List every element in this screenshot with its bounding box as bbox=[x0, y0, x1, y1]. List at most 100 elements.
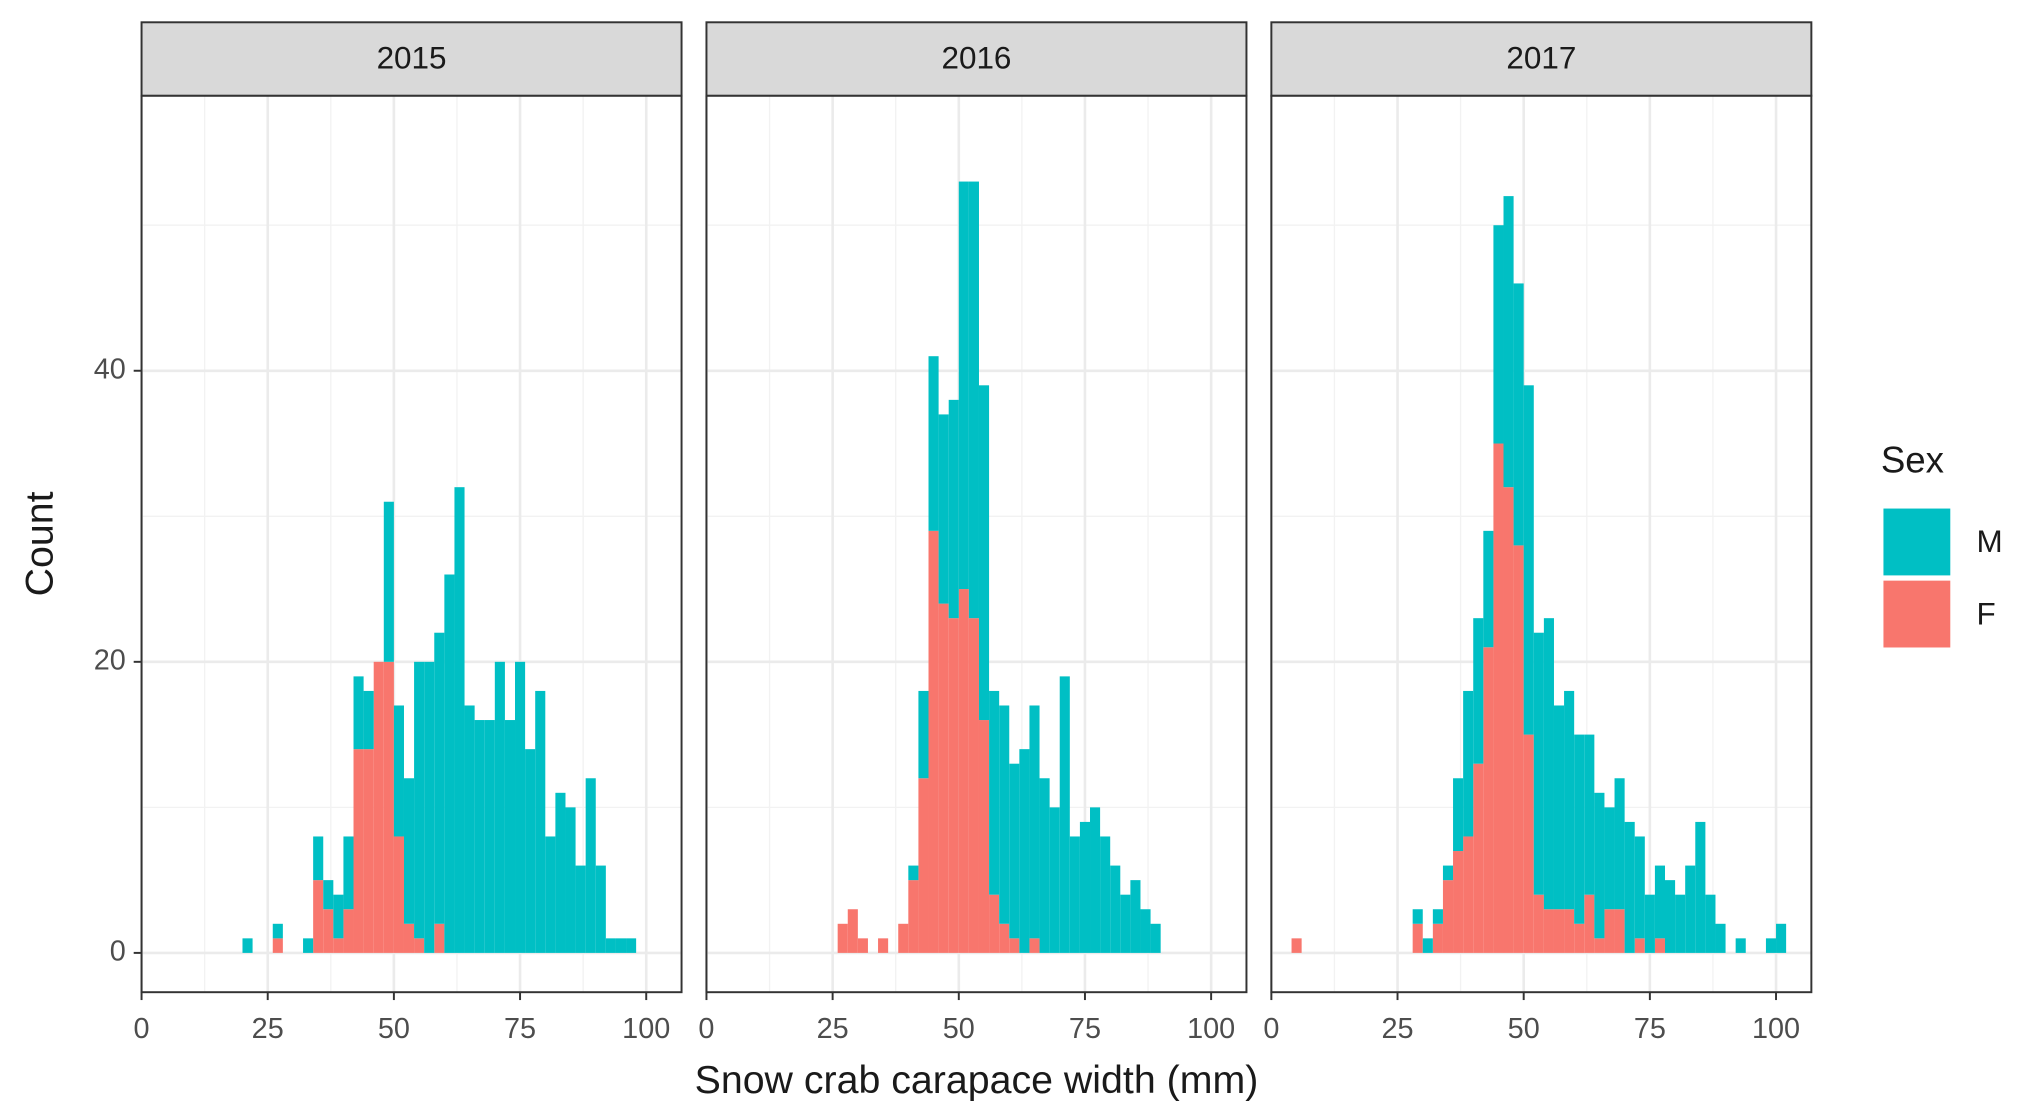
bar bbox=[989, 690, 1000, 895]
bar bbox=[1634, 938, 1645, 953]
bar bbox=[948, 618, 959, 953]
bar bbox=[978, 720, 990, 953]
bar bbox=[1624, 821, 1635, 953]
bar bbox=[403, 778, 415, 924]
bar bbox=[424, 661, 435, 953]
bar bbox=[373, 661, 384, 953]
x-tick-label: 25 bbox=[1381, 1013, 1413, 1045]
bar bbox=[1685, 865, 1696, 953]
bar bbox=[575, 865, 586, 953]
bar bbox=[1503, 196, 1514, 488]
bar bbox=[928, 356, 939, 531]
bar bbox=[1079, 821, 1091, 953]
bar bbox=[1574, 734, 1585, 924]
y-tick-label: 20 bbox=[94, 644, 126, 676]
bar bbox=[1029, 938, 1040, 953]
bar bbox=[1533, 632, 1544, 895]
bar bbox=[303, 938, 314, 953]
bar bbox=[272, 923, 283, 939]
bar bbox=[1614, 778, 1625, 910]
bar bbox=[1665, 880, 1676, 953]
bar bbox=[454, 487, 465, 953]
bar bbox=[1069, 836, 1080, 953]
bar bbox=[484, 720, 495, 953]
bar bbox=[948, 399, 959, 619]
bar bbox=[989, 894, 1000, 953]
bar bbox=[978, 385, 990, 721]
bar bbox=[1039, 778, 1050, 953]
bar bbox=[1523, 385, 1534, 735]
bar bbox=[504, 720, 516, 953]
bar bbox=[1675, 894, 1686, 953]
strip bbox=[1270, 21, 1813, 97]
bar bbox=[1493, 443, 1504, 953]
bar bbox=[383, 661, 394, 953]
bar bbox=[1059, 676, 1070, 953]
legend-label: M bbox=[1977, 524, 2003, 559]
bar bbox=[1564, 690, 1575, 910]
bar bbox=[1483, 530, 1494, 648]
bar bbox=[1705, 894, 1716, 953]
bar bbox=[1584, 894, 1595, 953]
legend-key bbox=[1883, 508, 1951, 576]
x-tick-label: 50 bbox=[943, 1013, 975, 1045]
bar bbox=[1029, 705, 1040, 939]
bar bbox=[1120, 894, 1131, 953]
x-tick-label: 25 bbox=[817, 1013, 849, 1045]
bar bbox=[1473, 618, 1484, 764]
x-tick-label: 75 bbox=[1634, 1013, 1666, 1045]
bar bbox=[333, 938, 344, 953]
bar bbox=[1513, 283, 1524, 546]
bar bbox=[515, 661, 526, 953]
bar bbox=[878, 938, 889, 953]
x-tick-label: 100 bbox=[1752, 1013, 1800, 1045]
y-tick-label: 40 bbox=[94, 353, 126, 385]
x-tick-label: 75 bbox=[504, 1013, 536, 1045]
strip-label: 2016 bbox=[941, 41, 1011, 76]
legend-label: F bbox=[1977, 596, 1996, 631]
bar bbox=[333, 894, 344, 939]
bar bbox=[1442, 865, 1454, 881]
bar bbox=[434, 923, 445, 953]
bar bbox=[918, 778, 929, 953]
bar bbox=[1503, 487, 1514, 953]
bar bbox=[1594, 938, 1605, 953]
bar bbox=[242, 938, 253, 953]
bar bbox=[403, 923, 415, 953]
bar bbox=[1463, 836, 1474, 953]
strip bbox=[705, 21, 1248, 97]
bar bbox=[1584, 734, 1595, 895]
bar bbox=[525, 749, 536, 953]
bar bbox=[605, 938, 616, 953]
bar bbox=[837, 923, 848, 953]
bar bbox=[474, 720, 485, 953]
bar bbox=[323, 909, 334, 953]
x-tick-label: 0 bbox=[134, 1013, 150, 1045]
bar bbox=[565, 807, 576, 953]
bar bbox=[908, 880, 919, 953]
bar bbox=[545, 836, 556, 953]
bar bbox=[928, 530, 939, 953]
bar bbox=[1493, 225, 1504, 444]
bar bbox=[1130, 880, 1141, 953]
bar bbox=[1604, 807, 1615, 910]
bar bbox=[353, 676, 364, 750]
bar bbox=[1009, 938, 1020, 953]
bar bbox=[1695, 821, 1706, 953]
strip-label: 2015 bbox=[377, 41, 447, 76]
x-tick-label: 100 bbox=[622, 1013, 670, 1045]
bar bbox=[1422, 938, 1433, 953]
bar bbox=[1523, 734, 1534, 953]
bar bbox=[857, 938, 868, 953]
bar bbox=[938, 414, 949, 604]
bar bbox=[1483, 647, 1494, 953]
bar bbox=[1574, 923, 1585, 953]
bar bbox=[383, 501, 394, 662]
bar bbox=[999, 923, 1010, 953]
bar bbox=[626, 938, 637, 953]
bar bbox=[1543, 909, 1554, 953]
bar bbox=[1715, 923, 1726, 953]
bar bbox=[1412, 923, 1423, 953]
bar bbox=[434, 632, 445, 924]
y-tick-label: 0 bbox=[110, 936, 126, 968]
